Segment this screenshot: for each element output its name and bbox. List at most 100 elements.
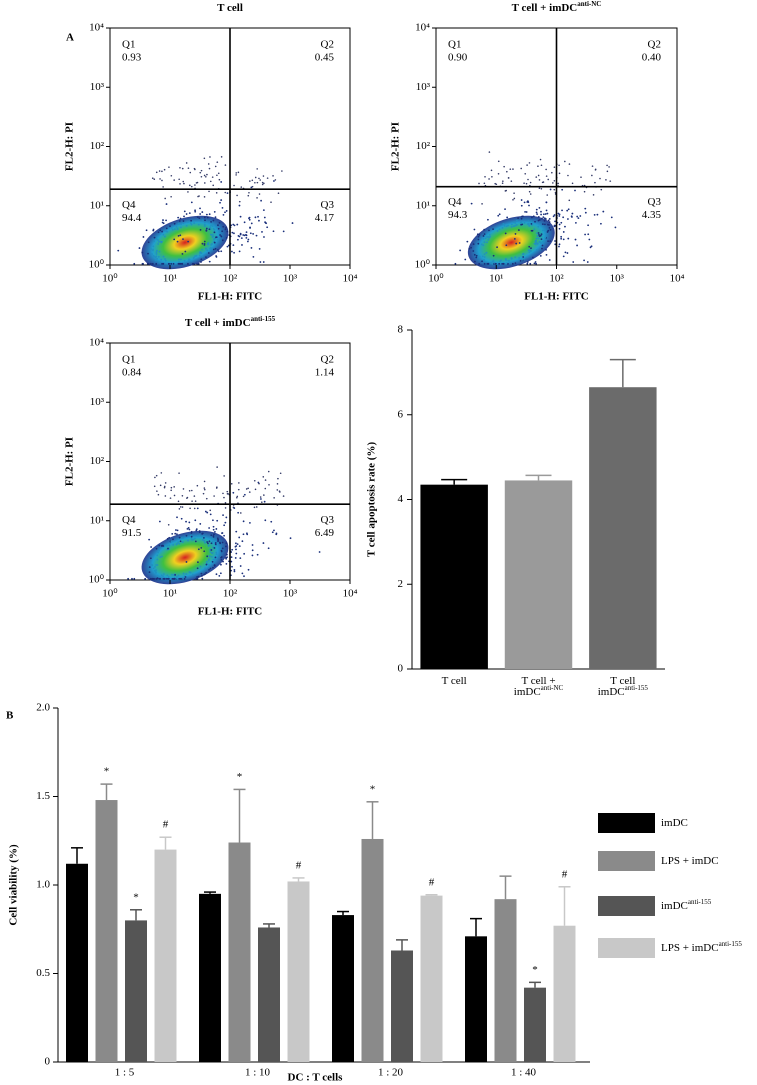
event-dot — [263, 500, 266, 503]
event-dot — [538, 187, 541, 190]
event-dot — [574, 189, 576, 192]
event-dot — [227, 493, 229, 495]
event-dot — [538, 235, 541, 238]
event-dot — [262, 542, 265, 544]
event-dot — [473, 253, 476, 256]
event-dot — [179, 234, 182, 237]
chart-title: T cell + imDCanti-NC — [512, 0, 602, 14]
x-tick-label-main: T cell — [442, 675, 467, 687]
event-dot — [174, 574, 177, 576]
event-dot — [272, 230, 275, 233]
event-dot — [478, 255, 481, 258]
x-tick-label: 1 : 5 — [115, 1067, 135, 1079]
x-tick-label: 10⁴ — [343, 273, 358, 285]
event-dot — [226, 556, 228, 559]
x-tick-label: 10⁰ — [428, 273, 444, 285]
event-dot — [187, 191, 189, 193]
event-dot — [267, 470, 270, 473]
event-dot — [532, 256, 534, 259]
event-dot — [564, 225, 566, 228]
event-dot — [520, 217, 523, 220]
event-dot — [530, 220, 532, 223]
event-dot — [167, 576, 170, 578]
event-dot — [547, 219, 550, 222]
event-dot — [245, 488, 248, 490]
event-dot — [212, 184, 215, 187]
event-dot — [540, 217, 543, 220]
event-dot — [251, 179, 254, 182]
event-dot — [168, 544, 171, 547]
event-dot — [591, 174, 593, 177]
event-dot — [208, 260, 211, 263]
event-dot — [251, 544, 254, 546]
event-dot — [553, 179, 556, 182]
event-dot — [216, 466, 218, 468]
event-dot — [171, 532, 174, 535]
event-dot — [212, 235, 215, 238]
event-dot — [239, 565, 242, 567]
event-dot — [541, 223, 544, 226]
event-dot — [173, 486, 175, 488]
event-dot — [178, 536, 181, 539]
event-dot — [216, 174, 218, 177]
event-dot — [225, 210, 228, 212]
event-dot — [231, 548, 234, 551]
event-dot — [179, 577, 182, 580]
event-dot — [155, 171, 158, 174]
event-dot — [220, 250, 223, 253]
event-dot — [558, 215, 561, 217]
event-dot — [231, 231, 234, 234]
event-dot — [170, 489, 172, 492]
event-dot — [504, 208, 506, 210]
event-dot — [522, 256, 525, 258]
density-area — [467, 215, 555, 270]
event-dot — [506, 170, 508, 173]
event-dot — [526, 164, 528, 166]
event-dot — [200, 258, 203, 261]
event-dot — [163, 486, 166, 489]
event-dot — [196, 507, 199, 510]
event-dot — [499, 260, 501, 263]
event-dot — [233, 224, 236, 227]
event-dot — [520, 204, 523, 207]
x-axis-label: FL1-H: FITC — [198, 606, 263, 618]
event-dot — [161, 555, 163, 558]
bar — [391, 950, 413, 1062]
event-dot — [194, 210, 197, 213]
bar — [504, 480, 573, 669]
event-dot — [234, 557, 237, 559]
quadrant-name: Q2 — [648, 39, 661, 51]
event-dot — [251, 549, 254, 552]
event-dot — [247, 238, 250, 241]
event-dot — [187, 259, 190, 262]
event-dot — [536, 235, 539, 237]
event-dot — [156, 554, 159, 557]
event-dot — [185, 561, 188, 563]
event-dot — [215, 551, 218, 554]
event-dot — [149, 557, 152, 560]
event-dot — [205, 229, 208, 232]
event-dot — [210, 542, 213, 545]
event-dot — [169, 497, 172, 499]
event-dot — [201, 219, 204, 222]
event-dot — [557, 182, 560, 185]
event-dot — [538, 179, 541, 181]
event-dot — [605, 179, 607, 181]
event-dot — [160, 574, 163, 577]
event-dot — [171, 577, 174, 580]
chart-title-main: T cell + imDC — [185, 317, 251, 329]
event-dot — [142, 236, 145, 238]
quadrant-name: Q2 — [321, 354, 334, 366]
event-dot — [478, 262, 481, 265]
event-dot — [204, 573, 206, 576]
event-dot — [238, 482, 240, 484]
event-dot — [254, 176, 257, 179]
quadrant-value: 6.49 — [315, 527, 335, 539]
event-dot — [536, 243, 539, 245]
event-dot — [174, 532, 177, 535]
event-dot — [281, 170, 283, 172]
event-dot — [225, 516, 228, 519]
event-dot — [169, 225, 171, 228]
event-dot — [214, 543, 217, 546]
event-dot — [178, 508, 181, 510]
